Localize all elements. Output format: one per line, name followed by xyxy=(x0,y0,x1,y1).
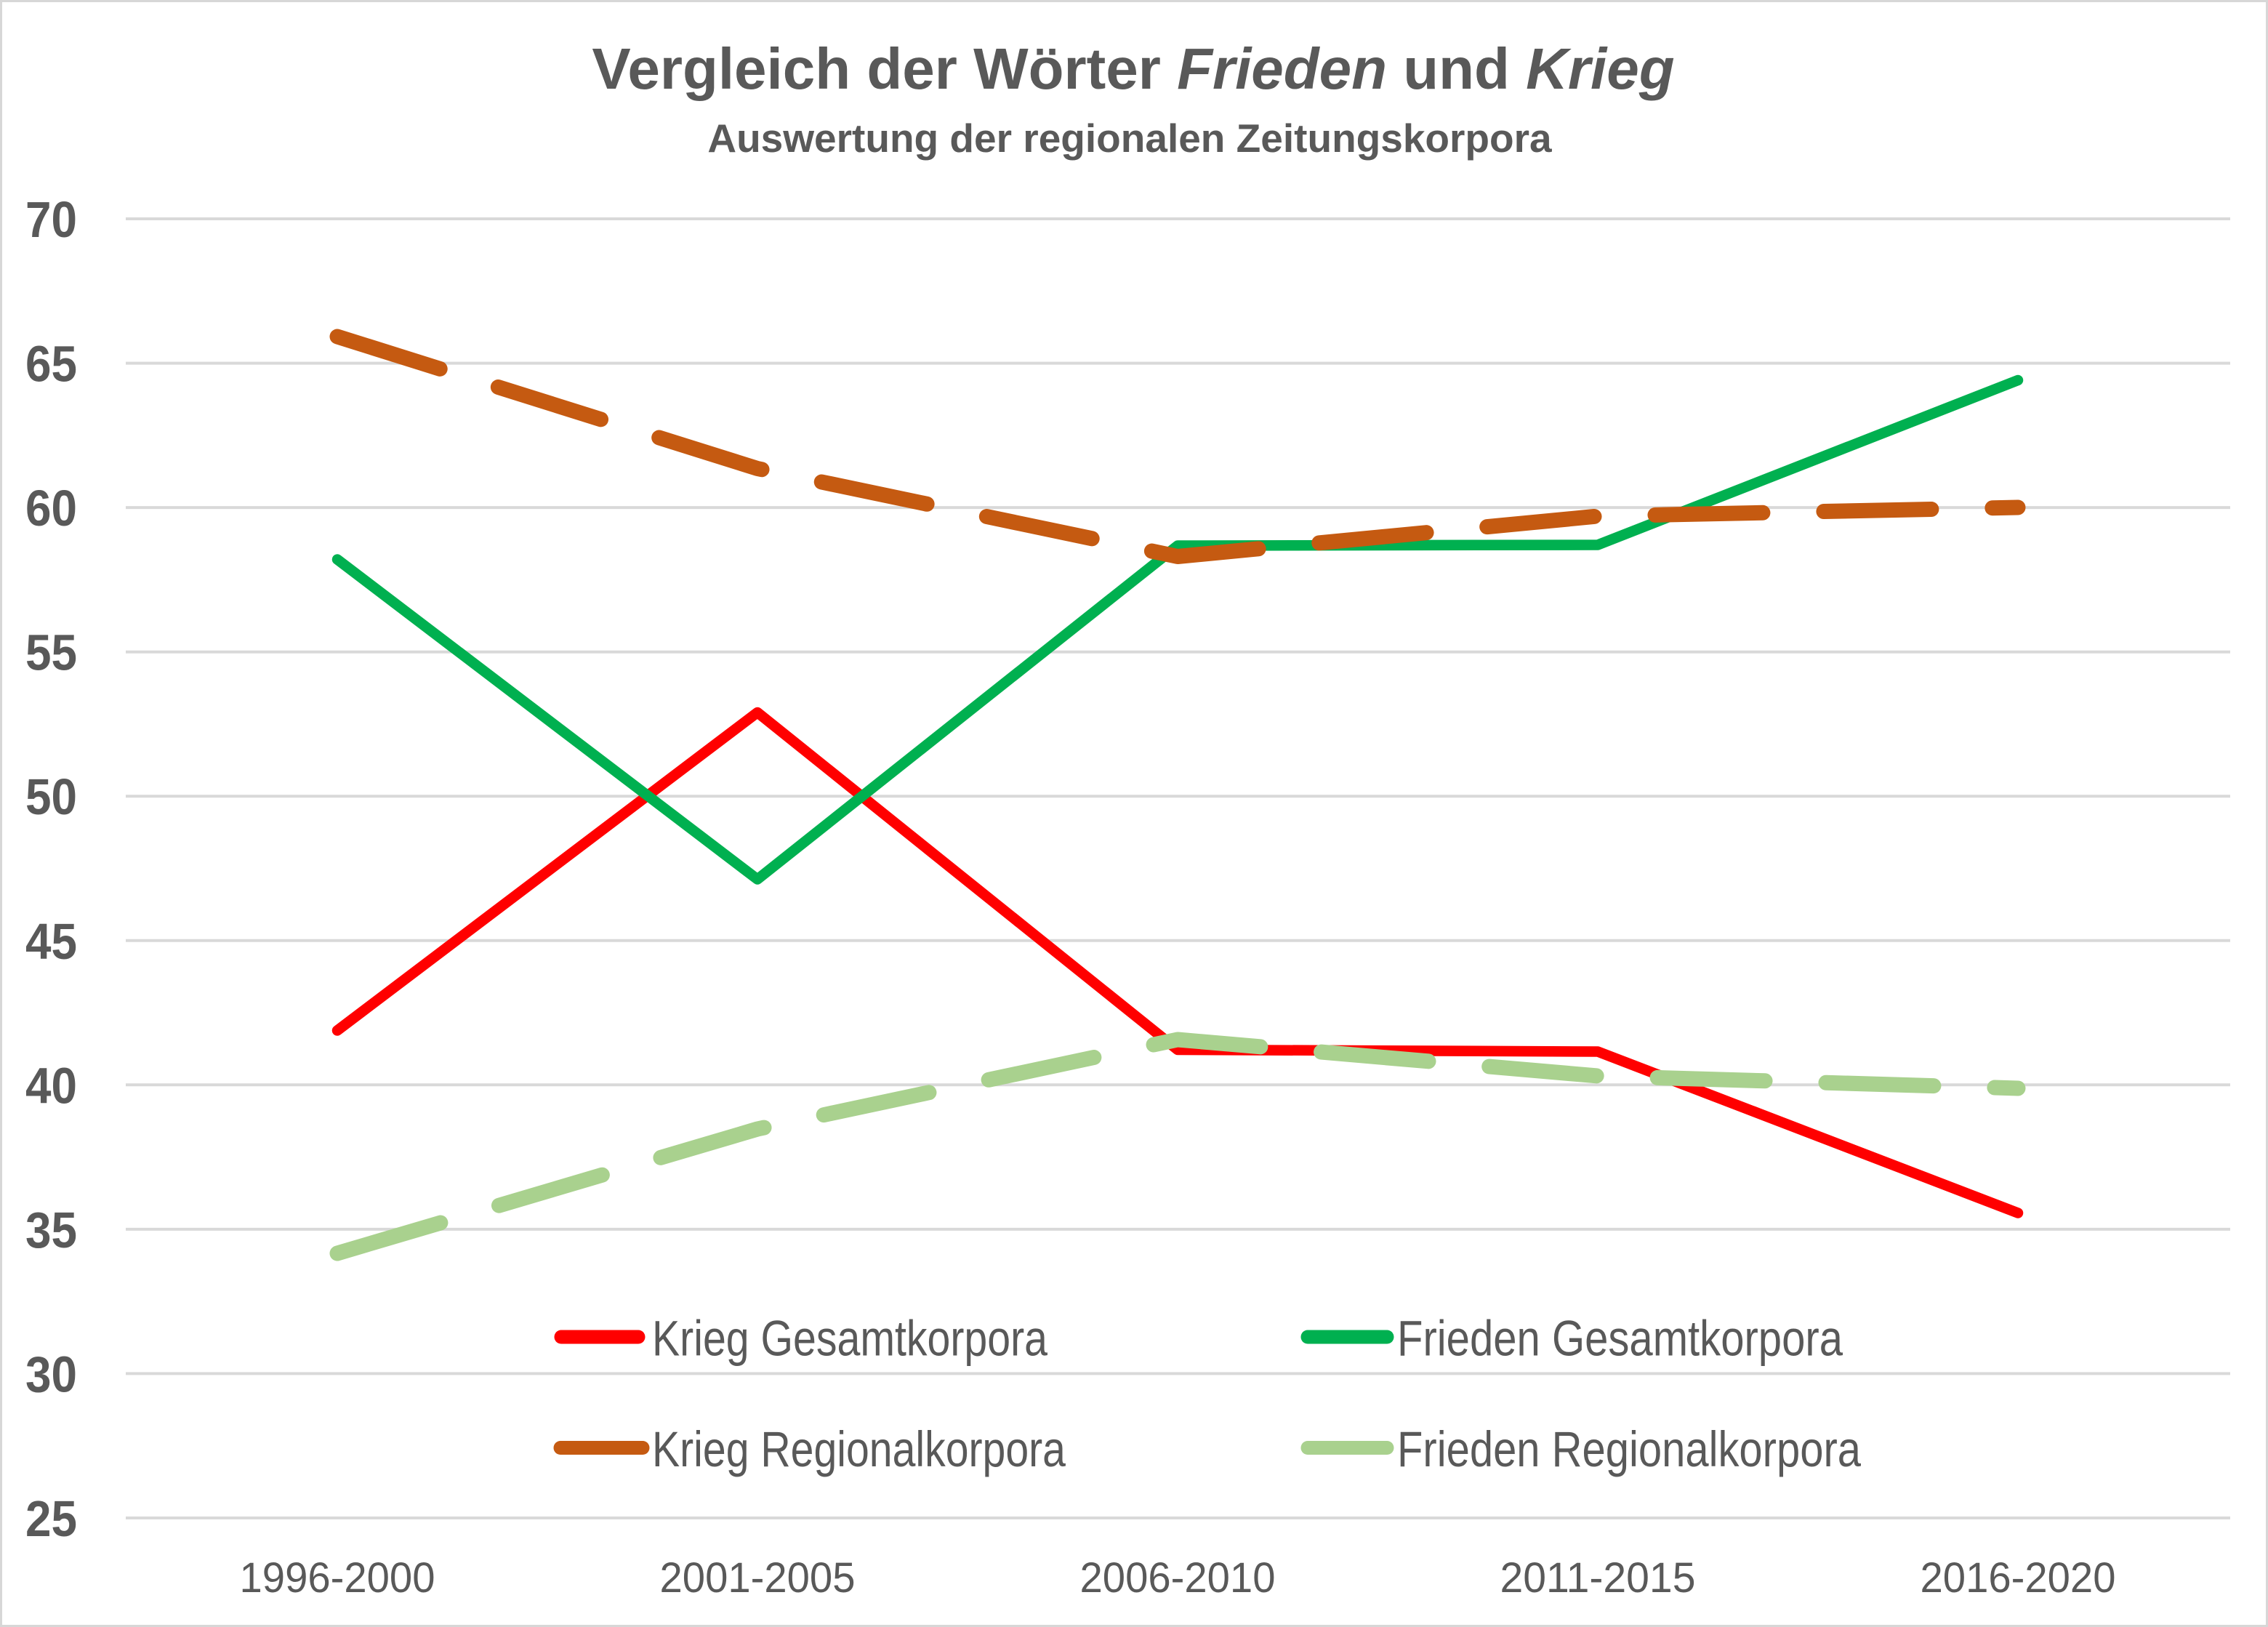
svg-text:25: 25 xyxy=(25,1490,77,1547)
svg-text:65: 65 xyxy=(25,336,77,393)
svg-text:Frieden Regionalkorpora: Frieden Regionalkorpora xyxy=(1397,1421,1862,1477)
svg-text:60: 60 xyxy=(25,480,77,537)
svg-text:2001-2005: 2001-2005 xyxy=(660,1554,856,1602)
svg-text:40: 40 xyxy=(25,1057,77,1114)
svg-text:70: 70 xyxy=(25,191,77,248)
svg-text:2011-2015: 2011-2015 xyxy=(1500,1554,1696,1602)
svg-text:Krieg Regionalkorpora: Krieg Regionalkorpora xyxy=(652,1421,1066,1477)
svg-text:35: 35 xyxy=(25,1202,77,1258)
svg-text:2016-2020: 2016-2020 xyxy=(1921,1554,2116,1602)
svg-text:Frieden Gesamtkorpora: Frieden Gesamtkorpora xyxy=(1397,1311,1843,1367)
svg-text:2006-2010: 2006-2010 xyxy=(1080,1554,1276,1602)
svg-text:Vergleich der Wörter Frieden u: Vergleich der Wörter Frieden und Krieg xyxy=(592,36,1674,101)
svg-text:1996-2000: 1996-2000 xyxy=(240,1554,435,1602)
svg-text:50: 50 xyxy=(25,768,77,825)
svg-text:Krieg Gesamtkorpora: Krieg Gesamtkorpora xyxy=(652,1311,1048,1367)
svg-text:Auswertung der regionalen Zeit: Auswertung der regionalen Zeitungskorpor… xyxy=(707,116,1552,161)
svg-text:55: 55 xyxy=(25,624,77,681)
svg-text:45: 45 xyxy=(25,913,77,970)
svg-text:30: 30 xyxy=(25,1346,77,1402)
